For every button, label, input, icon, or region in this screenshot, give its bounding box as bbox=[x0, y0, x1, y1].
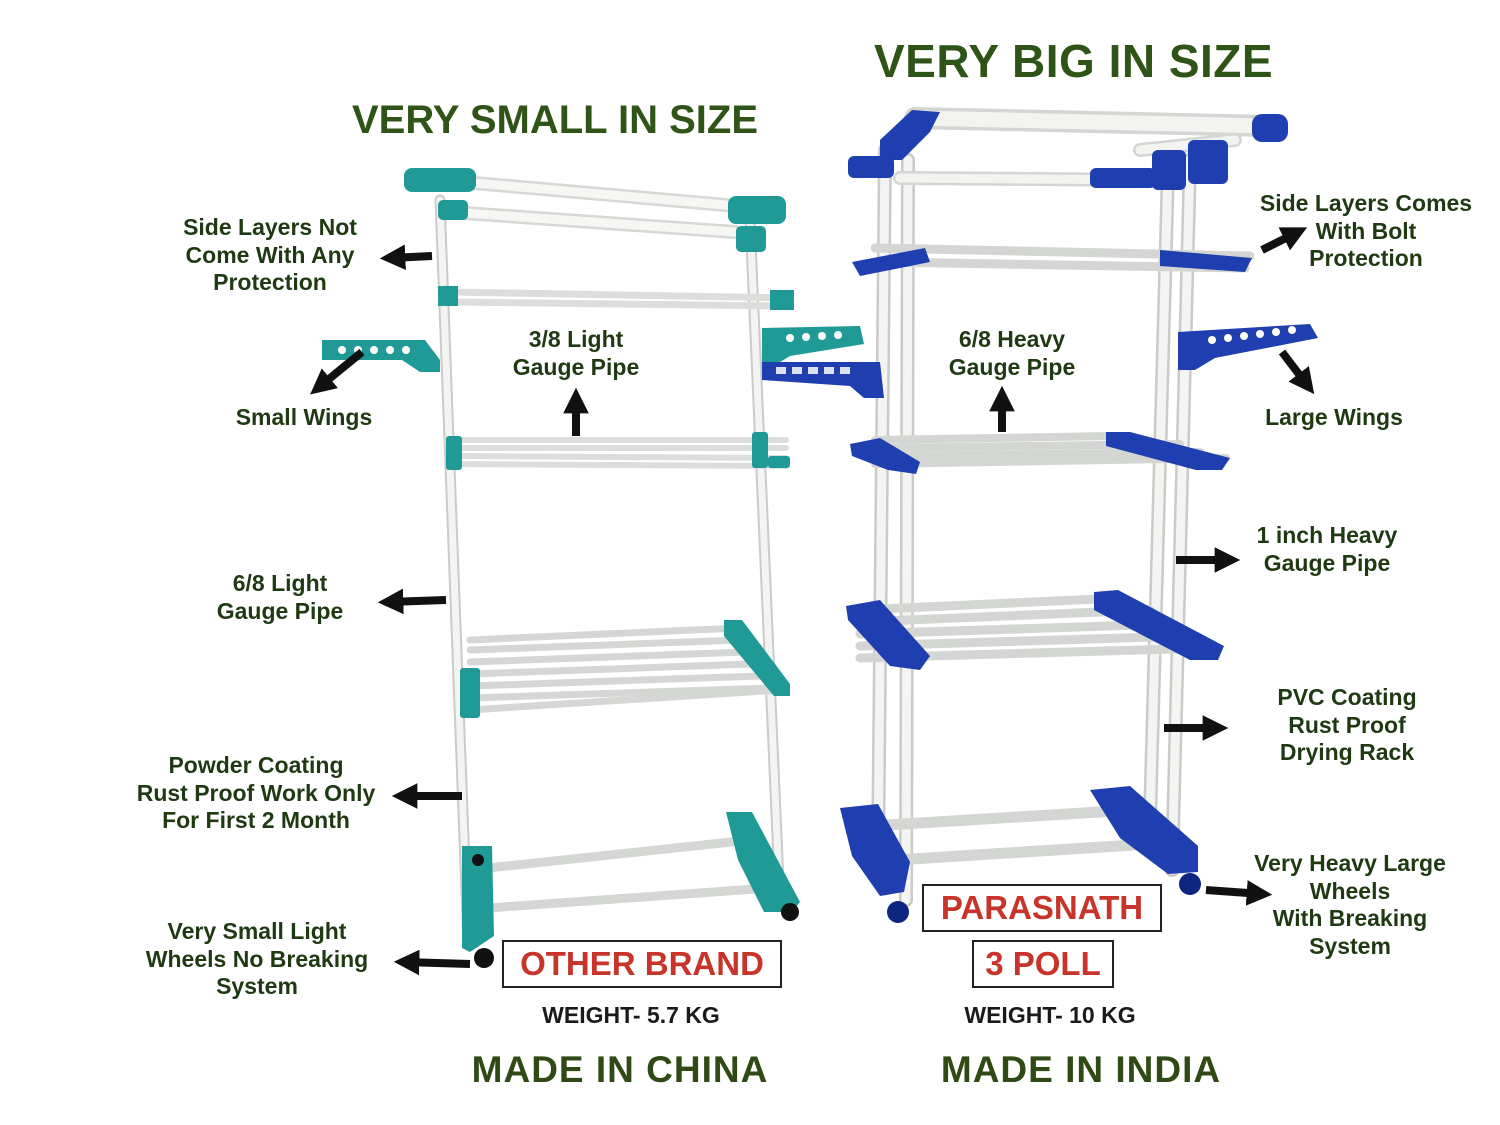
label-line: With Bolt bbox=[1315, 217, 1417, 244]
label-left-wheels: Very Small Light Wheels No Breaking Syst… bbox=[126, 918, 388, 1001]
right-rack bbox=[762, 107, 1318, 923]
left-brand-box: OTHER BRAND bbox=[502, 940, 782, 988]
right-model-box: 3 POLL bbox=[972, 940, 1114, 988]
label-line: With Breaking bbox=[1272, 905, 1428, 932]
label-line: Gauge Pipe bbox=[512, 353, 640, 380]
label-left-wings: Small Wings bbox=[235, 404, 373, 430]
label-line: Wheels bbox=[1309, 877, 1391, 904]
label-line: Rust Proof Work Only bbox=[136, 779, 376, 806]
label-right-wings: Large Wings bbox=[1265, 404, 1403, 430]
heading-right: VERY BIG IN SIZE bbox=[874, 35, 1274, 87]
label-line: Gauge Pipe bbox=[216, 597, 344, 624]
label-right-side-layers: Side Layers Comes With Bolt Protection bbox=[1240, 190, 1492, 273]
label-line: 6/8 Heavy bbox=[958, 326, 1066, 352]
right-brand-box: PARASNATH bbox=[922, 884, 1162, 932]
label-line: Gauge Pipe bbox=[1263, 549, 1391, 576]
right-weight: WEIGHT- 10 KG bbox=[964, 1002, 1136, 1028]
heading-left: VERY SMALL IN SIZE bbox=[352, 98, 758, 142]
label-line: Come With Any bbox=[185, 241, 355, 268]
label-line: Very Heavy Large bbox=[1254, 850, 1446, 876]
label-right-vertical-pipe: 1 inch Heavy Gauge Pipe bbox=[1232, 522, 1422, 577]
label-line: Gauge Pipe bbox=[948, 353, 1076, 380]
label-left-coating: Powder Coating Rust Proof Work Only For … bbox=[120, 752, 392, 835]
label-right-wheels: Very Heavy Large Wheels With Breaking Sy… bbox=[1232, 850, 1468, 960]
left-origin: MADE IN CHINA bbox=[471, 1049, 769, 1090]
label-line: Powder Coating bbox=[168, 752, 344, 778]
label-line: For First 2 Month bbox=[162, 807, 350, 834]
label-line: Protection bbox=[1309, 245, 1423, 272]
label-line: Very Small Light bbox=[167, 918, 347, 944]
label-left-middle-pipe: 3/8 Light Gauge Pipe bbox=[486, 326, 666, 381]
left-rack bbox=[322, 168, 864, 968]
label-right-middle-pipe: 6/8 Heavy Gauge Pipe bbox=[922, 326, 1102, 381]
annotation-arrows bbox=[310, 227, 1315, 976]
label-line: 1 inch Heavy bbox=[1256, 522, 1398, 548]
label-right-coating: PVC Coating Rust Proof Drying Rack bbox=[1252, 684, 1442, 767]
label-line: 3/8 Light bbox=[528, 326, 624, 352]
label-line: 6/8 Light bbox=[232, 570, 328, 596]
label-line: PVC Coating bbox=[1277, 684, 1417, 710]
label-line: Side Layers Comes bbox=[1259, 190, 1473, 216]
label-line: Drying Rack bbox=[1279, 739, 1415, 766]
label-line: Side Layers Not bbox=[183, 214, 357, 240]
label-line: Wheels No Breaking bbox=[145, 945, 369, 972]
label-left-vertical-pipe: 6/8 Light Gauge Pipe bbox=[190, 570, 370, 625]
label-line: Rust Proof bbox=[1288, 711, 1406, 738]
label-line: System bbox=[216, 973, 298, 1000]
label-line: Protection bbox=[213, 269, 327, 296]
label-left-side-layers: Side Layers Not Come With Any Protection bbox=[150, 214, 390, 297]
right-origin: MADE IN INDIA bbox=[940, 1049, 1222, 1090]
label-line: System bbox=[1309, 932, 1391, 959]
left-weight: WEIGHT- 5.7 KG bbox=[542, 1002, 720, 1028]
